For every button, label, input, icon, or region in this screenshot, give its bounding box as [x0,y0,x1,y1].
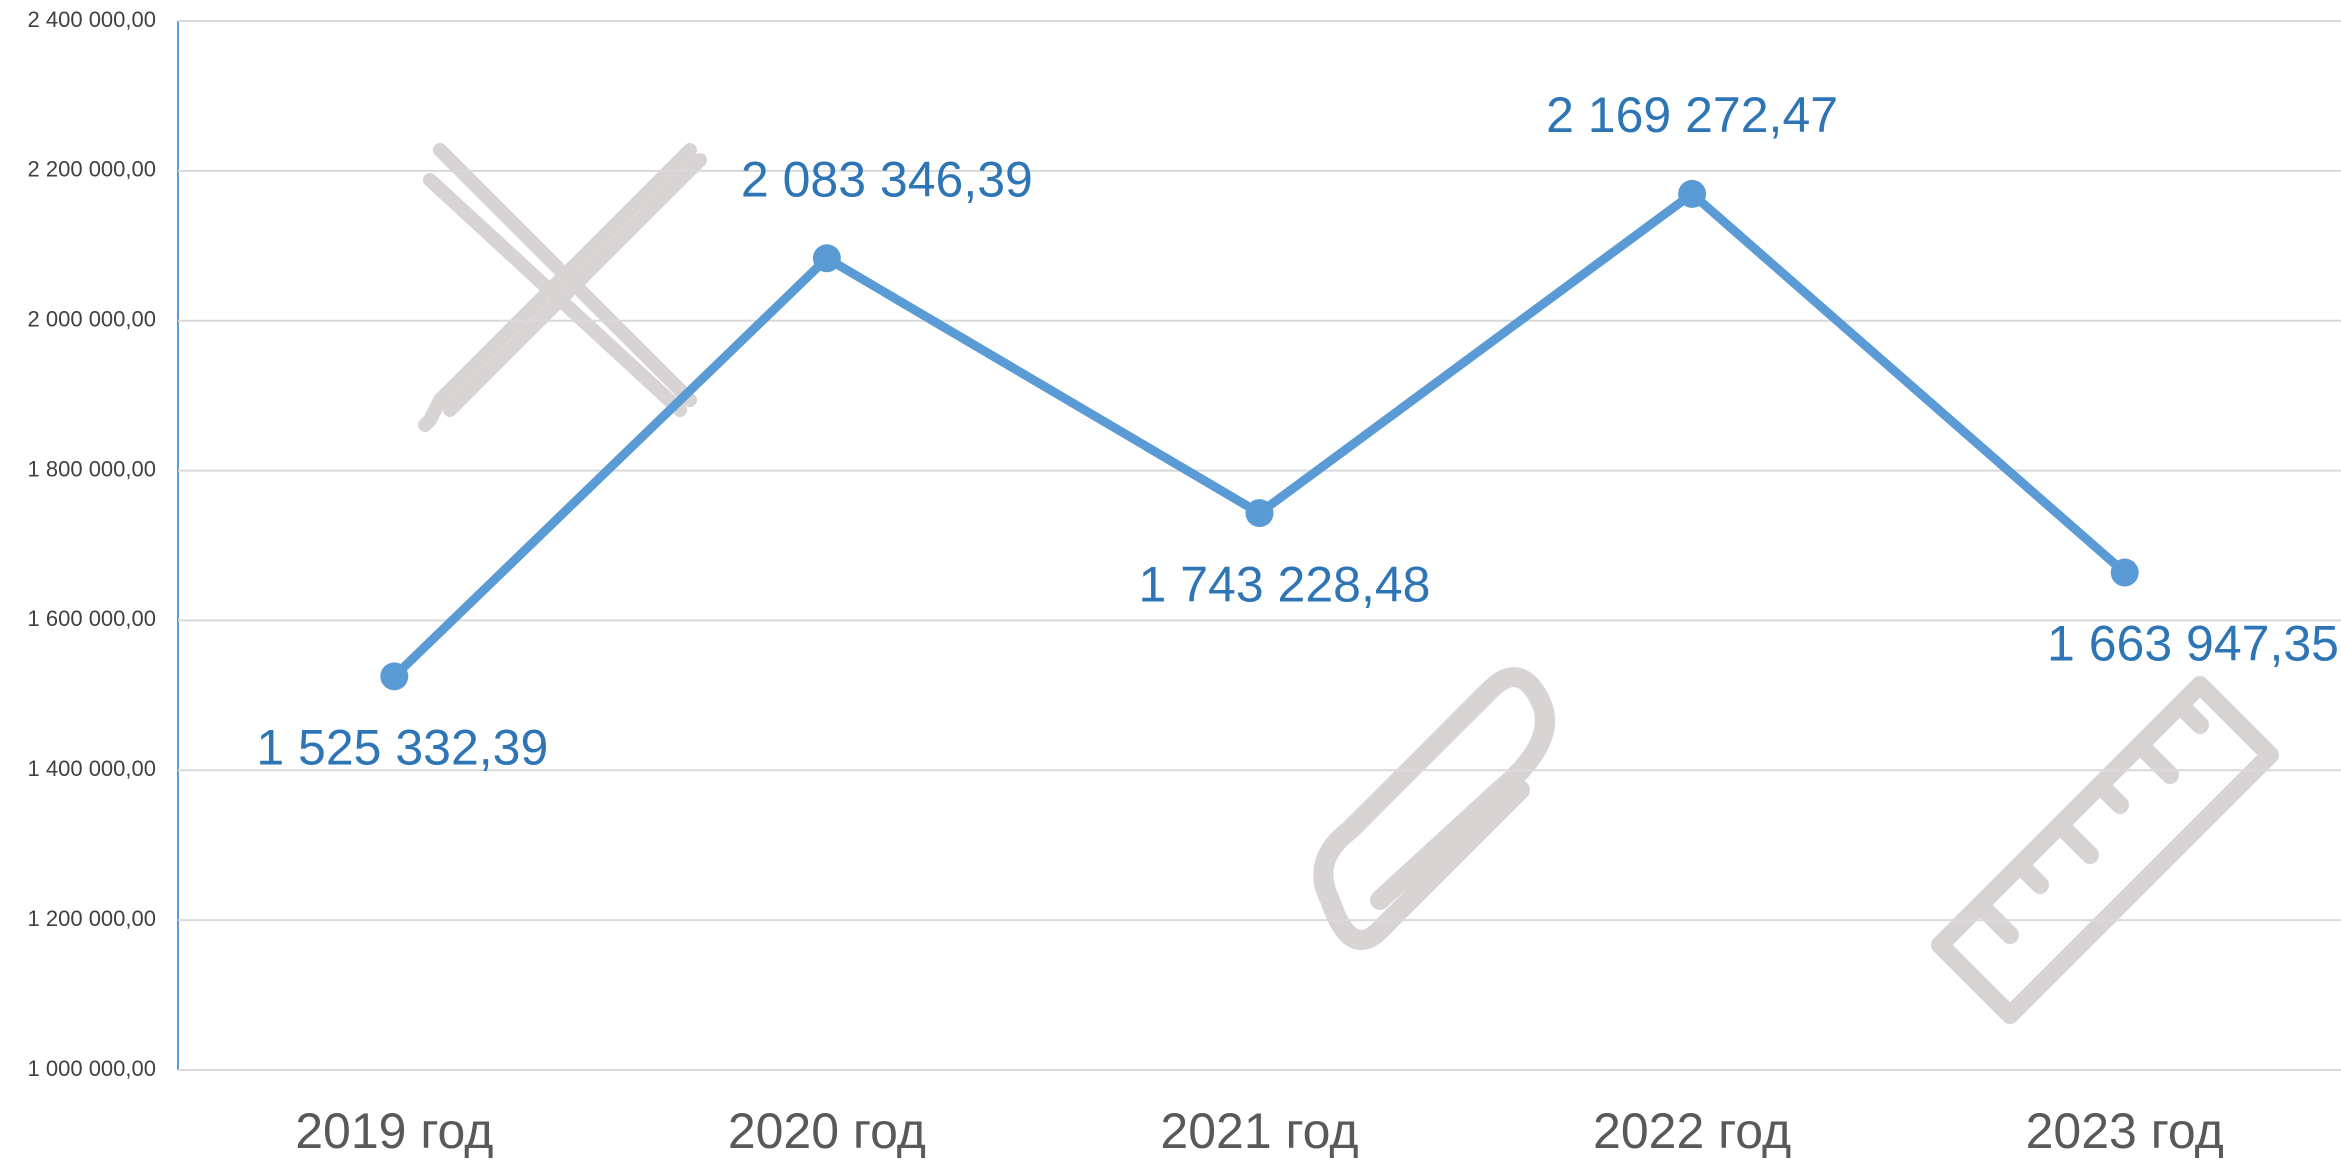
y-tick-label: 2 200 000,00 [28,157,156,182]
y-tick-label: 1 600 000,00 [28,606,156,631]
y-tick-label: 1 400 000,00 [28,756,156,781]
data-label: 1 663 947,35 [2047,616,2339,672]
y-tick-label: 1 000 000,00 [28,1056,156,1081]
data-label: 1 743 228,48 [1139,556,1431,612]
marker [1678,179,1707,208]
y-tick-label: 1 800 000,00 [28,456,156,481]
marker [1245,499,1274,528]
x-tick-label: 2022 год [1593,1103,1791,1159]
y-tick-label: 2 000 000,00 [28,307,156,332]
data-label: 1 525 332,39 [256,720,548,776]
data-label: 2 083 346,39 [741,151,1033,207]
y-tick-label: 2 400 000,00 [28,7,156,32]
x-tick-label: 2019 год [295,1103,493,1159]
marker [812,244,841,273]
decor-icons [418,143,2279,1024]
x-tick-label: 2021 год [1160,1103,1358,1159]
y-tick-label: 1 200 000,00 [28,906,156,931]
data-label: 2 169 272,47 [1546,87,1838,143]
x-tick-label: 2020 год [728,1103,926,1159]
marker [380,662,409,691]
marker [2110,558,2139,587]
x-tick-label: 2023 год [2026,1103,2224,1159]
